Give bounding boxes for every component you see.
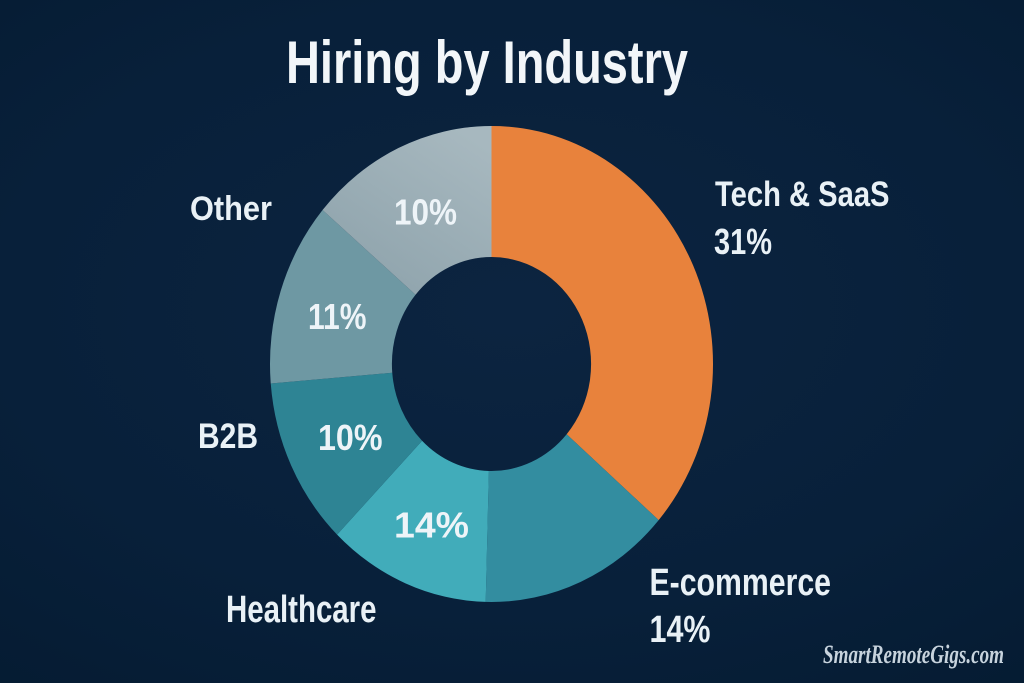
svg-text:Tech & SaaS: Tech & SaaS <box>715 175 890 214</box>
svg-text:B2B: B2B <box>198 417 258 456</box>
svg-text:10%: 10% <box>394 192 457 233</box>
svg-text:31%: 31% <box>714 221 772 262</box>
svg-text:Other: Other <box>190 190 272 228</box>
svg-text:14%: 14% <box>394 505 469 546</box>
svg-text:11%: 11% <box>308 296 367 337</box>
svg-text:E-commerce: E-commerce <box>650 562 832 604</box>
svg-text:Hiring by Industry: Hiring by Industry <box>286 29 688 96</box>
svg-text:Healthcare: Healthcare <box>226 589 377 631</box>
svg-text:10%: 10% <box>318 417 383 458</box>
svg-text:14%: 14% <box>650 609 711 651</box>
svg-text:SmartRemoteGigs.com: SmartRemoteGigs.com <box>823 640 1004 669</box>
